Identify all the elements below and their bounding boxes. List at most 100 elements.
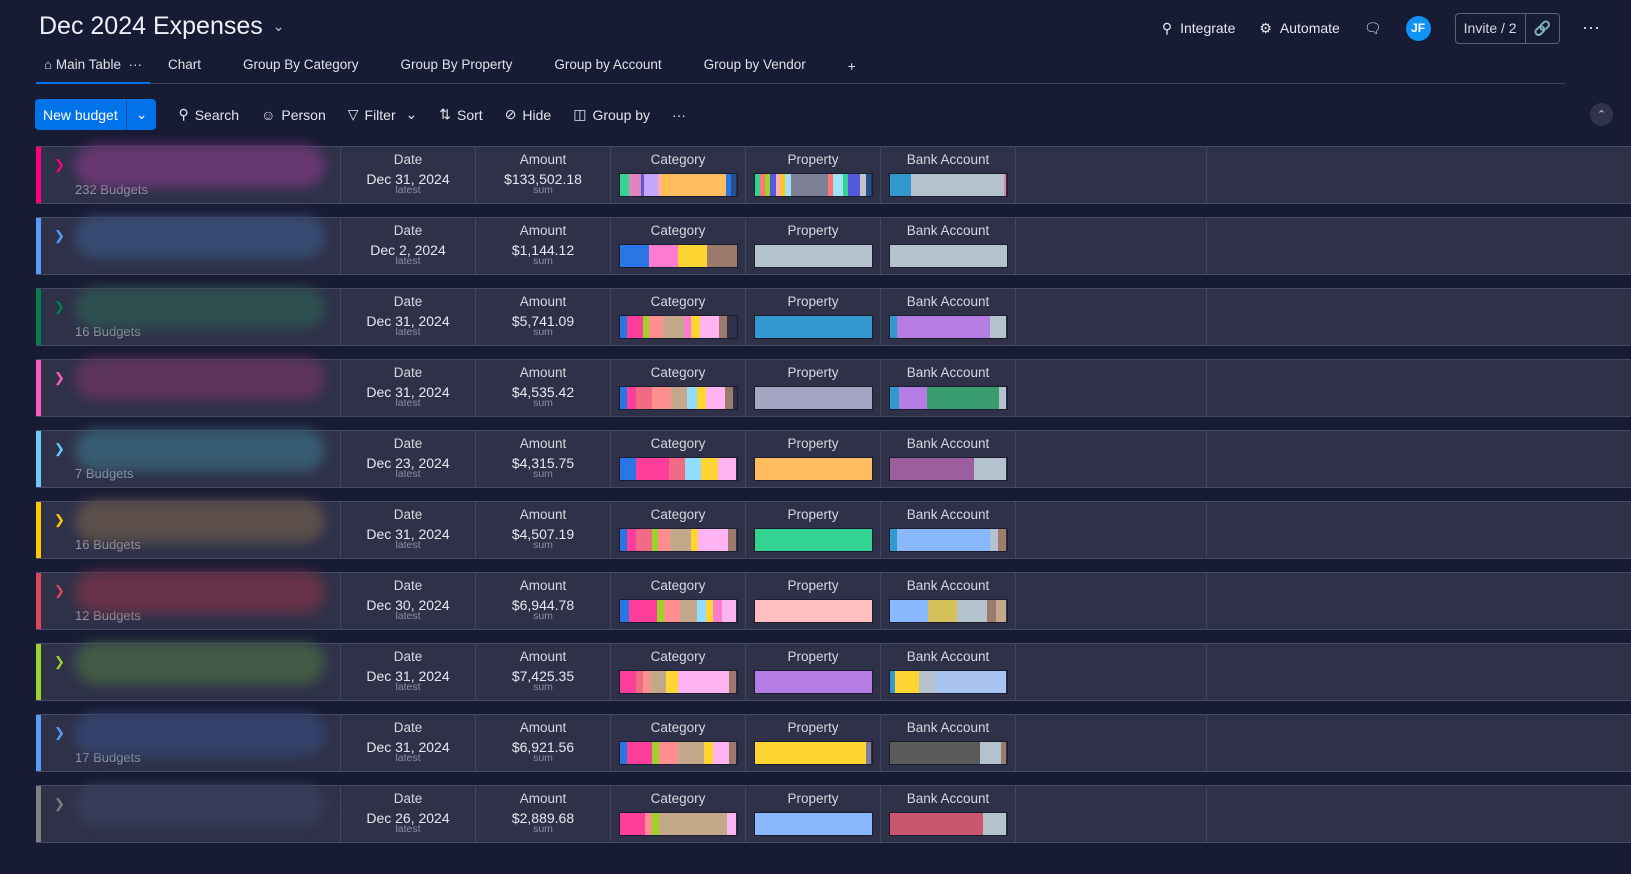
chevron-right-icon[interactable]: ❯ bbox=[54, 299, 65, 314]
property-distribution-bar[interactable] bbox=[753, 670, 873, 694]
tab-group-by-property[interactable]: Group By Property bbox=[400, 57, 513, 72]
filter-button[interactable]: ▽ Filter ⌄ bbox=[348, 106, 418, 123]
group-name-cell[interactable]: ❯ bbox=[41, 358, 341, 416]
filter-icon: ▽ bbox=[347, 106, 359, 122]
property-distribution-bar[interactable] bbox=[753, 741, 873, 765]
property-distribution-bar[interactable] bbox=[753, 386, 873, 410]
group-row[interactable]: ❯ Date Dec 26, 2024 latest Amount $2,889.68… bbox=[36, 784, 1631, 843]
property-distribution-bar[interactable] bbox=[753, 812, 873, 836]
chevron-right-icon[interactable]: ❯ bbox=[54, 583, 65, 598]
chevron-right-icon[interactable]: ❯ bbox=[54, 441, 65, 456]
collapse-icon[interactable]: ⌃ bbox=[1590, 103, 1613, 126]
group-row[interactable]: ❯ 16 Budgets Date Dec 31, 2024 latest Amou… bbox=[36, 287, 1631, 346]
group-name-cell[interactable]: ❯ 7 Budgets bbox=[41, 429, 341, 487]
category-distribution-bar[interactable] bbox=[618, 812, 738, 836]
property-distribution-bar[interactable] bbox=[753, 457, 873, 481]
tab-group-by-account[interactable]: Group by Account bbox=[554, 57, 662, 72]
group-color-strip bbox=[36, 147, 41, 203]
group-color-strip bbox=[36, 431, 41, 487]
group-row[interactable]: ❯ Date Dec 31, 2024 latest Amount $4,535.42… bbox=[36, 358, 1631, 417]
group-row[interactable]: ❯ 232 Budgets Date Dec 31, 2024 latest Amo… bbox=[36, 145, 1631, 204]
tab-group-by-category[interactable]: Group By Category bbox=[242, 57, 359, 72]
property-distribution-bar[interactable] bbox=[753, 173, 873, 197]
property-distribution-bar[interactable] bbox=[753, 528, 873, 552]
chevron-down-icon[interactable]: ⌄ bbox=[272, 18, 285, 34]
add-view-button[interactable]: + bbox=[847, 59, 856, 74]
chevron-right-icon[interactable]: ❯ bbox=[54, 370, 65, 385]
property-distribution-bar[interactable] bbox=[753, 244, 873, 268]
group-row[interactable]: ❯ 17 Budgets Date Dec 31, 2024 latest Amou… bbox=[36, 713, 1631, 772]
bar-segment bbox=[626, 316, 643, 338]
property-distribution-bar[interactable] bbox=[753, 315, 873, 339]
chevron-right-icon[interactable]: ❯ bbox=[54, 654, 65, 669]
group-by-button[interactable]: ◫ Group by bbox=[573, 106, 650, 123]
chevron-right-icon[interactable]: ❯ bbox=[54, 228, 65, 243]
search-button[interactable]: ⚲ Search bbox=[178, 106, 239, 123]
bank-distribution-bar[interactable] bbox=[888, 812, 1008, 836]
group-row[interactable]: ❯ 7 Budgets Date Dec 23, 2024 latest Amoun… bbox=[36, 429, 1631, 488]
new-budget-button[interactable]: New budget ⌄ bbox=[35, 99, 157, 130]
empty-cell bbox=[1016, 502, 1207, 558]
group-name-cell[interactable]: ❯ 232 Budgets bbox=[41, 145, 341, 203]
bank-distribution-bar[interactable] bbox=[888, 741, 1008, 765]
board-title[interactable]: Dec 2024 Expenses ⌄ bbox=[39, 12, 285, 41]
group-name-cell[interactable]: ❯ 16 Budgets bbox=[41, 500, 341, 558]
more-icon[interactable]: ··· bbox=[124, 57, 142, 72]
group-row[interactable]: ❯ Date Dec 2, 2024 latest Amount $1,144.12 s… bbox=[36, 216, 1631, 275]
group-row[interactable]: ❯ 12 Budgets Date Dec 30, 2024 latest Amou… bbox=[36, 571, 1631, 630]
chevron-down-icon[interactable]: ⌄ bbox=[401, 106, 418, 122]
group-color-strip bbox=[36, 644, 41, 700]
column-header: Property bbox=[787, 649, 839, 664]
tab-chart[interactable]: Chart bbox=[167, 57, 201, 72]
group-row[interactable]: ❯ 16 Budgets Date Dec 31, 2024 latest Amou… bbox=[36, 500, 1631, 559]
chevron-right-icon[interactable]: ❯ bbox=[54, 157, 65, 172]
category-distribution-bar[interactable] bbox=[618, 741, 738, 765]
more-icon[interactable]: ⋯ bbox=[1582, 17, 1601, 38]
bank-distribution-bar[interactable] bbox=[888, 173, 1008, 197]
sort-button[interactable]: ⇅ Sort bbox=[439, 106, 482, 123]
category-distribution-bar[interactable] bbox=[618, 457, 738, 481]
summary-label: sum bbox=[533, 397, 553, 409]
invite-button[interactable]: Invite / 2 🔗 bbox=[1454, 12, 1560, 44]
filter-label: Filter bbox=[364, 106, 396, 123]
group-name-cell[interactable]: ❯ bbox=[41, 216, 341, 274]
group-name-cell[interactable]: ❯ 17 Budgets bbox=[41, 713, 341, 771]
group-name-cell[interactable]: ❯ bbox=[41, 784, 341, 842]
more-icon[interactable]: ··· bbox=[672, 106, 687, 123]
group-name-cell[interactable]: ❯ 12 Budgets bbox=[41, 571, 341, 629]
link-icon[interactable]: 🔗 bbox=[1524, 13, 1559, 43]
bank-distribution-bar[interactable] bbox=[888, 315, 1008, 339]
person-icon: ☺ bbox=[261, 106, 276, 123]
person-button[interactable]: ☺ Person bbox=[261, 107, 326, 123]
tab-group-by-vendor[interactable]: Group by Vendor bbox=[703, 57, 806, 72]
group-name-cell[interactable]: ❯ bbox=[41, 642, 341, 700]
chevron-right-icon[interactable]: ❯ bbox=[54, 512, 65, 527]
integrate-button[interactable]: ⚲ Integrate bbox=[1162, 20, 1236, 37]
bank-distribution-bar[interactable] bbox=[888, 670, 1008, 694]
bank-distribution-bar[interactable] bbox=[888, 528, 1008, 552]
bank-distribution-bar[interactable] bbox=[888, 386, 1008, 410]
tab-main-table[interactable]: ⌂ Main Table ··· bbox=[36, 54, 150, 84]
category-distribution-bar[interactable] bbox=[618, 670, 738, 694]
chevron-right-icon[interactable]: ❯ bbox=[54, 796, 65, 811]
bank-distribution-bar[interactable] bbox=[888, 244, 1008, 268]
chevron-down-icon[interactable]: ⌄ bbox=[125, 99, 157, 130]
category-distribution-bar[interactable] bbox=[618, 599, 738, 623]
group-color-strip bbox=[36, 218, 41, 274]
category-distribution-bar[interactable] bbox=[618, 315, 738, 339]
category-distribution-bar[interactable] bbox=[618, 386, 738, 410]
hide-button[interactable]: ⊘ Hide bbox=[505, 106, 552, 123]
bank-distribution-bar[interactable] bbox=[888, 457, 1008, 481]
automate-button[interactable]: ⚙ Automate bbox=[1259, 20, 1340, 37]
category-distribution-bar[interactable] bbox=[618, 244, 738, 268]
bar-segment bbox=[729, 671, 737, 693]
group-name-cell[interactable]: ❯ 16 Budgets bbox=[41, 287, 341, 345]
bank-distribution-bar[interactable] bbox=[888, 599, 1008, 623]
category-distribution-bar[interactable] bbox=[618, 173, 738, 197]
chevron-right-icon[interactable]: ❯ bbox=[54, 725, 65, 740]
comment-icon[interactable]: 🗨 bbox=[1363, 19, 1382, 36]
group-row[interactable]: ❯ Date Dec 31, 2024 latest Amount $7,425.35… bbox=[36, 642, 1631, 701]
category-distribution-bar[interactable] bbox=[618, 528, 738, 552]
avatar[interactable]: JF bbox=[1405, 15, 1431, 41]
property-distribution-bar[interactable] bbox=[753, 599, 873, 623]
